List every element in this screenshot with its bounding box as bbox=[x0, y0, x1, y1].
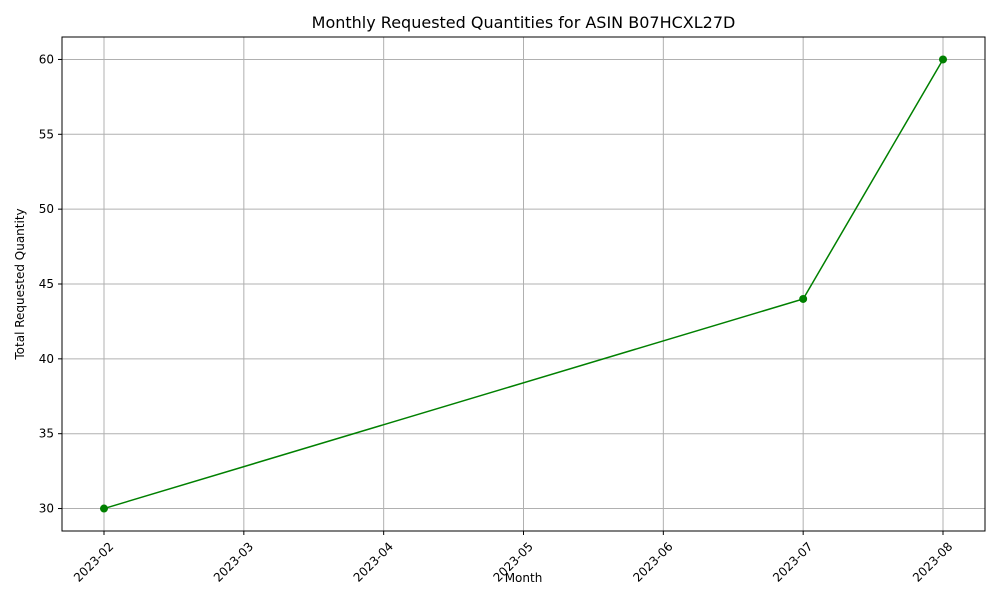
grid bbox=[62, 37, 985, 531]
series-layer bbox=[100, 55, 947, 513]
series-0-point-0 bbox=[100, 504, 108, 513]
chart-title: Monthly Requested Quantities for ASIN B0… bbox=[312, 13, 736, 32]
y-tick-label: 40 bbox=[39, 352, 54, 366]
x-tick-label: 2023-07 bbox=[770, 539, 815, 584]
y-tick-label: 50 bbox=[39, 202, 54, 216]
x-tick-label: 2023-08 bbox=[910, 539, 955, 584]
x-tick-label: 2023-04 bbox=[351, 539, 396, 584]
x-tick-label: 2023-03 bbox=[211, 539, 256, 584]
y-tick-label: 35 bbox=[39, 427, 54, 441]
y-tick-label: 55 bbox=[39, 127, 54, 141]
series-0-point-2 bbox=[939, 55, 947, 64]
y-tick-label: 60 bbox=[39, 52, 54, 66]
axis-ticks: 2023-02 2023-03 2023-04 2023-05 2023-06 2023-… bbox=[39, 52, 956, 584]
x-axis-label: Month bbox=[505, 571, 543, 585]
x-tick-label: 2023-06 bbox=[630, 539, 675, 584]
y-tick-label: 30 bbox=[39, 502, 54, 516]
y-axis-label: Total Requested Quantity bbox=[13, 208, 27, 360]
plot-area-frame bbox=[61, 36, 986, 532]
x-tick-label: 2023-02 bbox=[71, 539, 116, 584]
series-0-point-1 bbox=[799, 294, 808, 303]
y-tick-label: 45 bbox=[39, 277, 54, 291]
